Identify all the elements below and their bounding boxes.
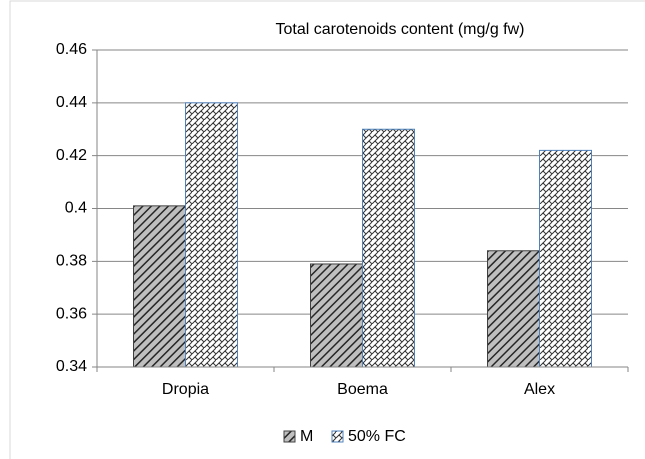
x-tick-label: Boema [337,381,388,398]
chart-border [9,0,645,459]
bar [362,128,415,368]
y-tick-label: 0.36 [56,305,87,322]
bar [539,149,592,368]
y-tick-label: 0.44 [56,94,87,111]
y-tick-label: 0.4 [65,200,87,217]
x-tick-label: Alex [524,381,555,398]
y-tick-label: 0.34 [56,358,87,375]
bar [185,102,238,368]
bar [487,250,540,368]
legend-swatch [283,430,296,443]
legend-swatch [331,430,344,443]
bar [310,263,363,368]
legend-label: 50% FC [348,428,406,445]
legend-label: M [300,428,313,445]
y-tick-label: 0.46 [56,41,87,58]
chart-title: Total carotenoids content (mg/g fw) [275,21,524,38]
y-tick-label: 0.38 [56,253,87,270]
x-tick-label: Dropia [162,381,209,398]
bar [133,205,186,368]
y-tick-label: 0.42 [56,147,87,164]
